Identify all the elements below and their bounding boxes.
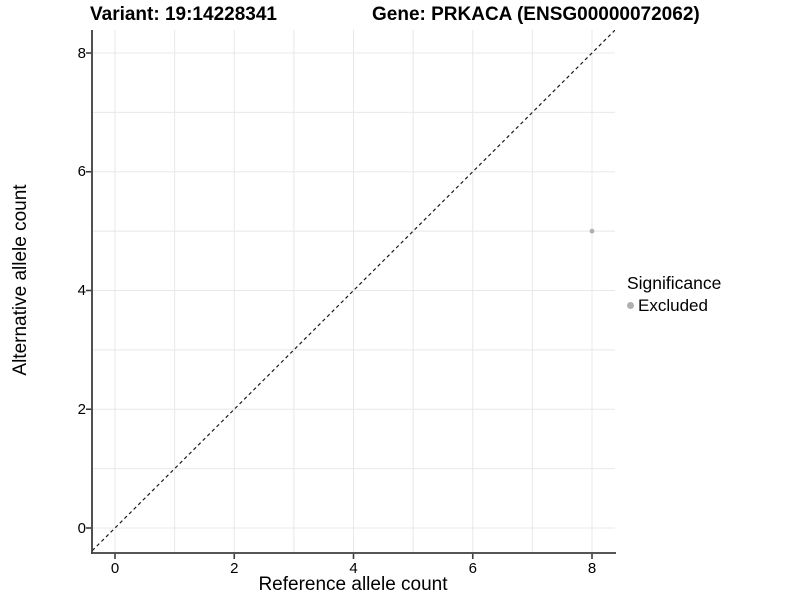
identity-line: [92, 30, 615, 552]
x-tick-label: 4: [349, 560, 358, 577]
y-tick-label: 2: [77, 400, 86, 418]
x-tick-label: 8: [587, 560, 597, 577]
x-axis-title: Reference allele count: [258, 574, 448, 595]
y-tick-label: 6: [77, 163, 86, 181]
data-point: [589, 228, 595, 234]
x-tick-label: 0: [110, 560, 120, 577]
legend-entry: Excluded: [627, 295, 721, 316]
y-tick-label: 4: [77, 282, 86, 299]
legend-entry-label: Excluded: [638, 296, 708, 315]
gene-title: Gene: PRKACA (ENSG00000072062): [372, 4, 700, 25]
y-axis-title: Alternative allele count: [10, 184, 31, 376]
y-tick-label: 8: [77, 44, 86, 62]
panel-content: [92, 30, 615, 552]
y-tick-label: 0: [77, 519, 86, 537]
legend-point-icon: [627, 302, 634, 309]
legend: Significance Excluded: [627, 272, 721, 316]
variant-title: Variant: 19:14228341: [90, 4, 277, 25]
x-tick-label: 2: [230, 560, 239, 577]
legend-title: Significance: [627, 273, 722, 293]
x-tick-label: 6: [468, 560, 477, 577]
